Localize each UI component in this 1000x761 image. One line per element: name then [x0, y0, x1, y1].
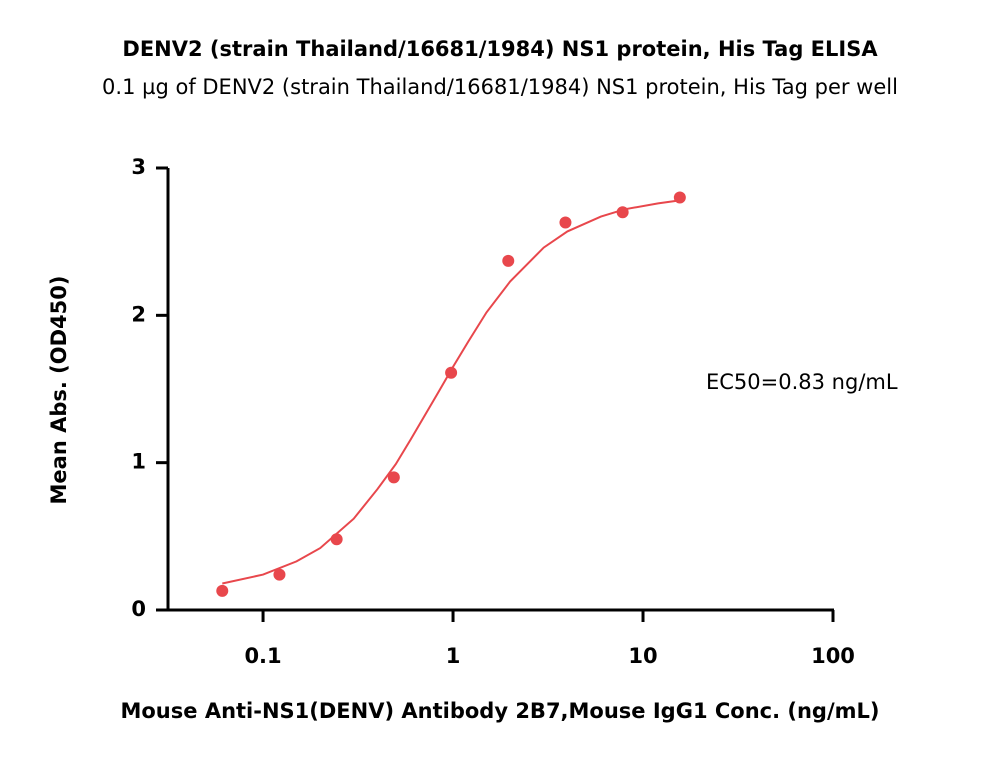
- data-point: [330, 533, 343, 546]
- data-point: [559, 216, 572, 229]
- data-point: [273, 568, 286, 581]
- fit-curve: [222, 199, 680, 585]
- data-point: [502, 254, 515, 267]
- data-point: [387, 471, 400, 484]
- x-tick-label: 10: [628, 644, 657, 668]
- x-tick-label: 100: [811, 644, 855, 668]
- data-point: [616, 206, 629, 219]
- data-point: [216, 584, 229, 597]
- y-axis-label: Mean Abs. (OD450): [47, 276, 71, 505]
- y-tick-label: 2: [131, 302, 146, 326]
- y-tick-label: 0: [131, 597, 146, 621]
- data-point: [445, 366, 458, 379]
- data-point: [673, 191, 686, 204]
- x-tick-label: 0.1: [244, 644, 281, 668]
- x-axis-label: Mouse Anti-NS1(DENV) Antibody 2B7,Mouse …: [120, 699, 879, 723]
- annotation: EC50=0.83 ng/mL: [706, 370, 898, 394]
- y-tick-label: 3: [131, 155, 146, 179]
- x-tick-label: 1: [446, 644, 461, 668]
- chart-title: DENV2 (strain Thailand/16681/1984) NS1 p…: [122, 37, 878, 61]
- chart-subtitle: 0.1 µg of DENV2 (strain Thailand/16681/1…: [102, 75, 898, 99]
- y-tick-label: 1: [131, 450, 146, 474]
